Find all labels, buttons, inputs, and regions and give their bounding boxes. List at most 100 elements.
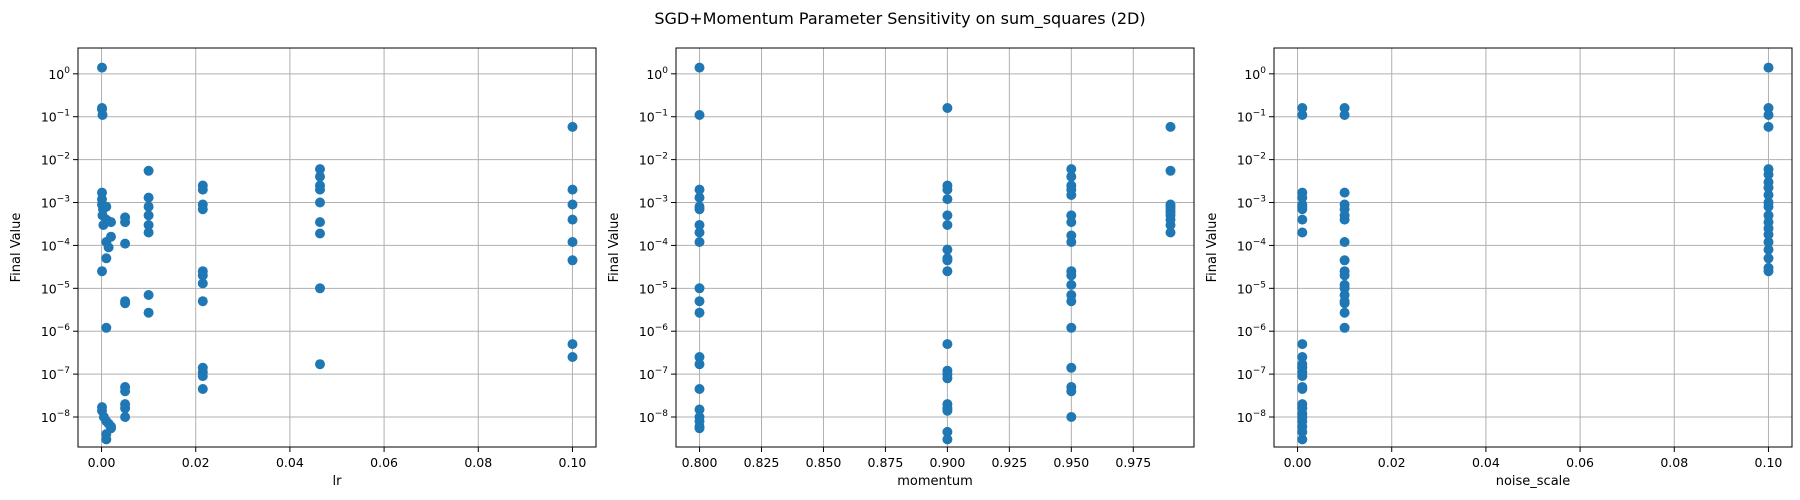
x-tick-label: 0.825 <box>744 455 780 470</box>
scatter-point <box>1339 255 1350 266</box>
scatter-point <box>101 322 112 333</box>
scatter-point <box>567 237 578 247</box>
scatter-point <box>1066 164 1077 175</box>
scatter-point <box>942 339 953 350</box>
scatter-point <box>1066 322 1077 333</box>
scatter-point <box>942 220 953 230</box>
scatter-point <box>1763 121 1774 132</box>
x-tick-label: 0.950 <box>1053 455 1089 470</box>
scatter-point <box>694 296 705 307</box>
scatter-point <box>694 359 705 370</box>
y-tick-label: 10−2 <box>1237 152 1266 168</box>
scatter-point <box>197 278 208 289</box>
scatter-point <box>567 214 578 225</box>
scatter-point <box>1763 244 1774 255</box>
y-tick-label: 10−2 <box>639 152 668 168</box>
x-tick-label: 0.02 <box>182 455 210 470</box>
scatter-point <box>1763 229 1774 240</box>
x-tick-label: 0.06 <box>1566 455 1594 470</box>
scatter-point <box>942 103 953 113</box>
scatter-point <box>1339 307 1350 318</box>
scatter-point <box>120 217 131 228</box>
scatter-point <box>120 298 131 309</box>
scatter-point <box>1297 371 1308 382</box>
scatter-point <box>120 386 131 397</box>
scatter-point <box>1339 214 1350 225</box>
y-tick-label: 10−5 <box>41 280 70 296</box>
scatter-point <box>1763 110 1774 120</box>
y-tick-label: 10−8 <box>639 409 668 425</box>
scatter-point <box>694 283 705 294</box>
y-tick-label: 10−6 <box>41 323 70 339</box>
scatter-point <box>942 194 953 205</box>
scatter-point <box>567 184 578 195</box>
scatter-point <box>1165 220 1176 230</box>
y-tick-label: 100 <box>48 66 70 82</box>
scatter-point <box>106 231 116 242</box>
y-tick-label: 100 <box>646 66 668 82</box>
y-tick-label: 10−5 <box>639 280 668 296</box>
scatter-point <box>143 210 154 221</box>
scatter-point <box>97 266 107 277</box>
scatter-point <box>1297 214 1308 225</box>
scatter-point <box>1297 434 1308 445</box>
subplot-noise-scale: 0.00 0.02 0.04 0.06 0.08 0.10 10−8 10−7 10−6 10−5… <box>1205 47 1793 489</box>
scatter-point <box>1297 103 1308 113</box>
scatter-point <box>694 307 705 318</box>
scatter-point <box>694 184 705 195</box>
scatter-point <box>1763 169 1774 180</box>
scatter-point <box>103 242 114 253</box>
scatter-point <box>694 110 705 120</box>
scatter-point <box>143 290 154 300</box>
scatter-point <box>143 220 154 230</box>
scatter-point <box>1297 384 1308 394</box>
scatter-point <box>197 204 208 215</box>
y-axis-label: Final Value <box>9 213 24 283</box>
scatter-point <box>942 266 953 277</box>
x-axis-label: lr <box>333 474 343 489</box>
scatter-point <box>1165 227 1176 238</box>
scatter-point <box>567 199 578 210</box>
x-tick-label: 0.10 <box>559 455 587 470</box>
y-tick-label: 10−4 <box>1237 237 1266 253</box>
y-tick-label: 10−7 <box>1237 366 1266 382</box>
y-tick-label: 10−8 <box>41 409 70 425</box>
y-axis-label: Final Value <box>1205 213 1220 283</box>
scatter-point <box>942 255 953 266</box>
scatter-point <box>97 110 108 120</box>
scatter-point <box>1297 204 1308 215</box>
scatter-point <box>315 359 325 370</box>
axes-frame <box>77 47 597 448</box>
scatter-point <box>1066 386 1077 397</box>
scatter-point <box>101 201 112 212</box>
scatter-point <box>197 184 208 195</box>
scatter-point <box>567 339 578 350</box>
scatter-point <box>1339 103 1350 113</box>
scatter-point <box>1066 270 1077 281</box>
scatter-point <box>942 373 953 384</box>
scatter-point <box>1763 190 1774 200</box>
scatter-point <box>315 164 325 175</box>
x-tick-label: 0.800 <box>682 455 718 470</box>
scatter-point <box>694 192 705 203</box>
scatter-point <box>567 352 578 362</box>
x-tick-label: 0.975 <box>1115 455 1151 470</box>
y-tick-label: 10−2 <box>41 152 70 168</box>
scatter-point <box>694 384 705 394</box>
x-tick-label: 0.04 <box>276 455 304 470</box>
scatter-point <box>567 255 578 266</box>
scatter-point <box>315 171 325 182</box>
scatter-point <box>1297 192 1308 203</box>
x-tick-label: 0.900 <box>929 455 965 470</box>
subplot-lr: 0.00 0.02 0.04 0.06 0.08 0.10 10−8 10−7 10−6 10−5… <box>9 47 597 489</box>
scatter-point <box>1339 237 1350 247</box>
axes-frame <box>675 47 1195 448</box>
scatter-point <box>143 192 154 203</box>
scatter-point <box>315 228 325 239</box>
scatter-point <box>106 217 116 228</box>
scatter-point <box>1763 201 1774 212</box>
y-axis-label: Final Value <box>607 213 622 283</box>
scatter-point <box>1165 165 1176 176</box>
scatter-point <box>197 371 208 382</box>
